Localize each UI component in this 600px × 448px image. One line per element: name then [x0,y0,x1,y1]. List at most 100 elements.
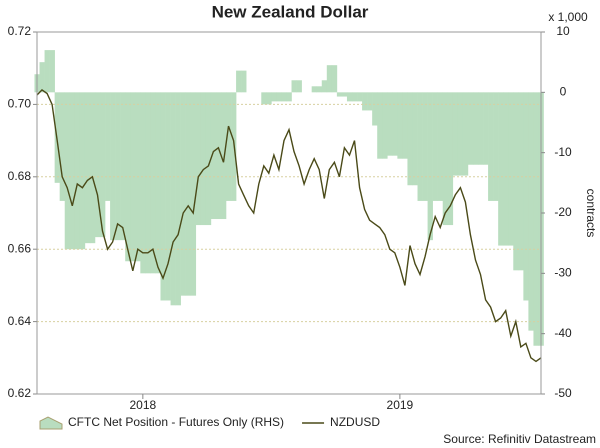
legend-swatch [39,416,63,430]
y2-unit: x 1,000 [548,10,588,24]
bar [462,92,469,176]
bar [155,92,161,274]
bar [160,92,166,301]
y-tick-label: 0.66 [8,241,32,255]
bar [372,92,378,126]
bar [346,92,353,102]
bar [392,92,398,156]
bar [493,92,499,201]
bar [447,92,454,226]
bar [357,92,363,102]
bar [220,92,227,220]
bar [377,92,383,159]
bar [125,92,131,262]
y-tick-label: 0.64 [8,314,32,328]
y-tick-label: 0.62 [8,386,32,400]
bar [210,92,217,220]
chart-title: New Zealand Dollar [212,2,369,21]
bar [130,92,136,262]
bar [120,92,126,241]
bar [94,92,101,238]
bar [397,92,403,159]
bar [336,92,343,97]
bar [407,92,413,186]
y2-axis-label: contracts [584,189,598,238]
bar [417,92,423,201]
source: Source: Refinitiv Datastream [443,432,596,446]
bar [472,92,479,165]
bar [271,92,277,102]
bar [513,92,519,271]
bar [205,92,212,226]
y-tick-label: 0.70 [8,97,32,111]
bar [105,92,111,201]
bar [276,92,282,102]
bar [437,92,444,201]
bar [367,92,373,111]
bar [165,92,171,301]
bar [478,92,484,165]
bar [523,92,529,301]
bar [427,92,433,241]
bar [467,92,474,165]
bar [457,92,464,176]
bar [241,70,247,93]
bar [286,92,292,102]
bar [89,92,96,244]
bar [412,92,418,186]
bar [483,92,489,165]
bar [296,80,302,93]
x-tick-label: 2018 [129,398,156,412]
bar [175,92,181,306]
bar [321,80,328,93]
bar [442,92,449,226]
legend-label: CFTC Net Position - Futures Only (RHS) [68,415,284,429]
y-tick-label: 0.72 [8,24,32,38]
bar [39,62,45,93]
y2-tick-label: -20 [554,205,572,219]
bar [266,92,272,105]
y2-tick-label: 0 [560,85,567,99]
bar [261,92,267,105]
bar [44,50,50,93]
bar [195,92,202,226]
bar [382,92,388,159]
y-tick-label: 0.68 [8,169,32,183]
bar [226,92,232,201]
bar [215,92,222,220]
bar [79,92,86,250]
bar [69,92,76,250]
bar [488,92,494,201]
bar [84,92,91,244]
bar [533,92,539,346]
bar [115,92,121,241]
bar [185,92,192,296]
y2-tick-label: -10 [554,145,572,159]
bar [422,92,428,201]
bar [190,92,197,296]
bar [498,92,504,246]
bar [200,92,207,226]
bar [180,92,186,296]
bar [503,92,509,246]
y2-tick-label: -40 [554,326,572,340]
bar [145,92,151,274]
bar [387,92,393,156]
bar [352,92,358,102]
y2-tick-label: 10 [556,24,570,38]
bar [59,92,66,201]
line [36,88,542,363]
bar [100,92,106,238]
bar [110,92,116,241]
bar [452,92,459,176]
bar [281,92,287,102]
bar [362,92,368,111]
bar [170,92,176,306]
bar [528,92,534,331]
bar [236,70,242,93]
legend-label: NZDUSD [330,415,380,429]
bar [291,80,297,93]
bar [432,92,438,201]
bar [402,92,408,159]
